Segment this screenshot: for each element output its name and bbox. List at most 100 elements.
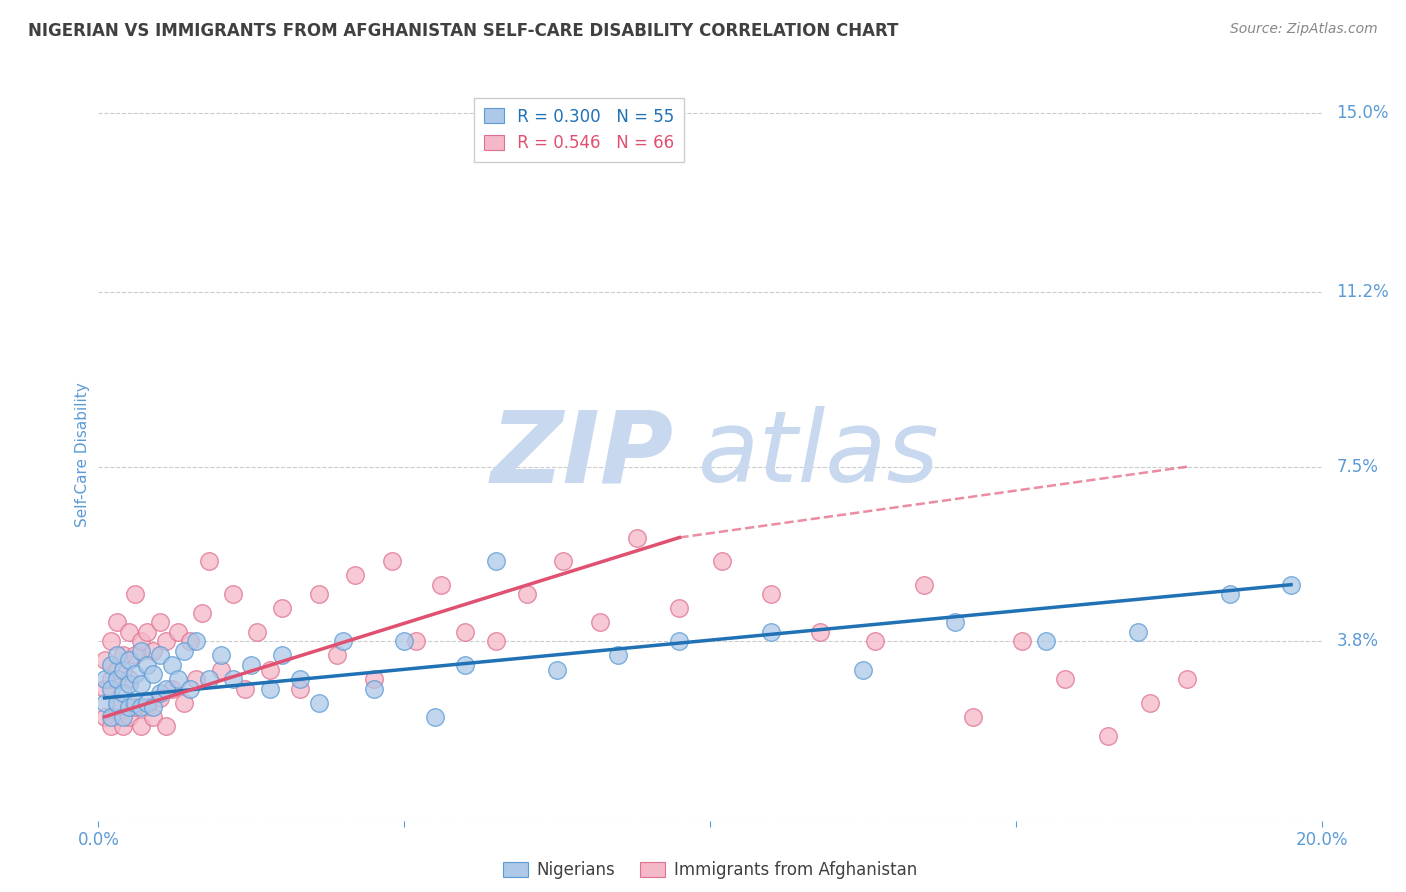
Point [100, 657, 122, 672]
Point [222, 587, 245, 601]
Point [149, 686, 172, 700]
Point [1139, 696, 1161, 710]
Text: 3.8%: 3.8% [1336, 632, 1378, 650]
Point [93, 672, 115, 686]
Point [186, 672, 208, 686]
Point [142, 644, 165, 658]
Point [290, 672, 312, 686]
Point [759, 624, 782, 639]
Point [105, 700, 128, 714]
Point [209, 663, 232, 677]
Point [290, 681, 312, 696]
Point [124, 696, 146, 710]
Point [105, 648, 128, 663]
Point [270, 601, 292, 615]
Point [222, 672, 245, 686]
Point [430, 577, 453, 591]
Text: 15.0%: 15.0% [1336, 103, 1389, 122]
Text: atlas: atlas [697, 407, 939, 503]
Point [863, 634, 886, 648]
Point [136, 657, 159, 672]
Point [197, 554, 219, 568]
Point [1279, 577, 1302, 591]
Text: 11.2%: 11.2% [1336, 283, 1389, 301]
Point [105, 696, 128, 710]
Point [136, 696, 159, 710]
Point [129, 677, 152, 691]
Point [105, 615, 128, 630]
Point [160, 681, 183, 696]
Point [111, 648, 134, 663]
Point [118, 624, 141, 639]
Point [1175, 672, 1198, 686]
Point [179, 681, 201, 696]
Point [124, 667, 146, 681]
Point [111, 710, 134, 724]
Point [105, 672, 128, 686]
Point [129, 700, 152, 714]
Point [142, 667, 165, 681]
Point [326, 648, 349, 663]
Point [332, 634, 354, 648]
Point [392, 634, 416, 648]
Text: Source: ZipAtlas.com: Source: ZipAtlas.com [1230, 22, 1378, 37]
Point [1128, 624, 1150, 639]
Point [100, 710, 122, 724]
Y-axis label: Self-Care Disability: Self-Care Disability [75, 383, 90, 527]
Point [363, 672, 385, 686]
Point [209, 648, 232, 663]
Legend: Nigerians, Immigrants from Afghanistan: Nigerians, Immigrants from Afghanistan [496, 855, 924, 886]
Point [259, 681, 281, 696]
Point [259, 663, 281, 677]
Point [1219, 587, 1241, 601]
Point [344, 568, 367, 582]
Point [546, 663, 568, 677]
Point [124, 587, 146, 601]
Point [105, 663, 128, 677]
Point [124, 700, 146, 714]
Point [1097, 729, 1119, 743]
Point [118, 710, 141, 724]
Point [160, 657, 183, 672]
Point [485, 634, 508, 648]
Point [155, 681, 177, 696]
Point [142, 710, 165, 724]
Point [136, 624, 159, 639]
Point [943, 615, 966, 630]
Point [852, 663, 875, 677]
Point [149, 648, 172, 663]
Text: NIGERIAN VS IMMIGRANTS FROM AFGHANISTAN SELF-CARE DISABILITY CORRELATION CHART: NIGERIAN VS IMMIGRANTS FROM AFGHANISTAN … [28, 22, 898, 40]
Point [759, 587, 782, 601]
Point [553, 554, 575, 568]
Point [308, 696, 330, 710]
Point [668, 601, 690, 615]
Point [118, 700, 141, 714]
Point [423, 710, 446, 724]
Point [149, 615, 172, 630]
Point [197, 672, 219, 686]
Point [118, 653, 141, 667]
Point [516, 587, 538, 601]
Point [405, 634, 427, 648]
Point [111, 686, 134, 700]
Point [912, 577, 935, 591]
Point [308, 587, 330, 601]
Point [93, 681, 115, 696]
Point [485, 554, 508, 568]
Point [93, 710, 115, 724]
Point [149, 690, 172, 705]
Point [100, 719, 122, 733]
Point [246, 624, 269, 639]
Point [1035, 634, 1057, 648]
Point [142, 700, 165, 714]
Point [129, 634, 152, 648]
Point [240, 657, 263, 672]
Point [270, 648, 292, 663]
Point [118, 672, 141, 686]
Point [381, 554, 404, 568]
Point [167, 672, 190, 686]
Point [129, 719, 152, 733]
Point [155, 634, 177, 648]
Point [93, 653, 115, 667]
Text: ZIP: ZIP [491, 407, 673, 503]
